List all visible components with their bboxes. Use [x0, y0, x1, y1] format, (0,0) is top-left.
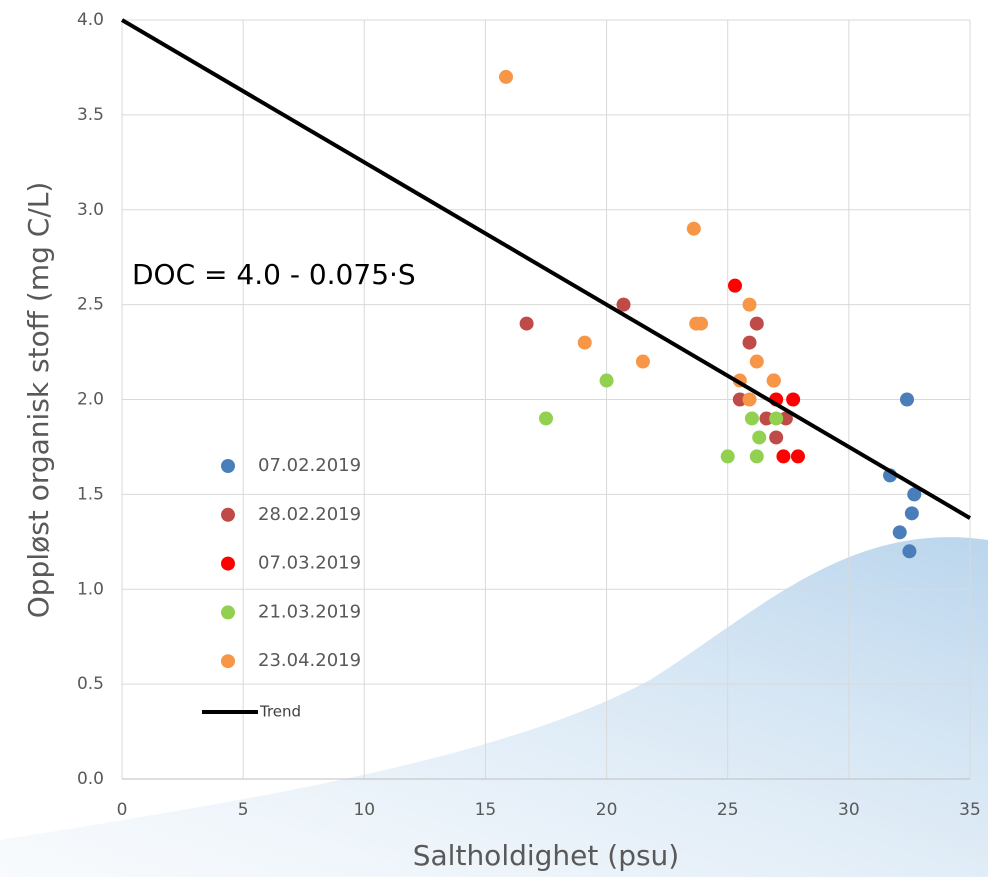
data-point	[599, 373, 614, 388]
x-tick-label: 10	[353, 800, 375, 820]
data-point	[769, 411, 784, 426]
data-point	[577, 335, 592, 350]
data-point	[752, 430, 767, 445]
data-point	[742, 335, 757, 350]
data-point	[904, 506, 919, 521]
data-point	[902, 544, 917, 559]
data-point	[749, 449, 764, 464]
legend-label: 07.02.2019	[258, 455, 361, 476]
legend-marker	[221, 507, 235, 522]
data-point	[776, 449, 791, 464]
data-point	[616, 297, 631, 312]
data-point	[720, 449, 735, 464]
x-tick-label: 25	[717, 800, 739, 820]
data-point	[892, 525, 907, 540]
y-tick-label: 1.0	[77, 579, 104, 599]
x-axis-title: Saltholdighet (psu)	[413, 839, 679, 872]
data-point	[900, 392, 915, 407]
y-tick-label: 2.5	[77, 295, 104, 315]
data-point	[759, 411, 774, 426]
x-tick-label: 5	[238, 800, 249, 820]
x-tick-label: 0	[117, 800, 128, 820]
legend-label: Trend	[259, 703, 301, 721]
y-tick-label: 3.0	[77, 200, 104, 220]
background-wave	[0, 537, 988, 877]
y-tick-label: 3.5	[77, 105, 104, 125]
data-point	[749, 354, 764, 369]
legend-label: 07.03.2019	[258, 553, 361, 574]
data-point	[790, 449, 805, 464]
legend-label: 23.04.2019	[258, 650, 361, 671]
data-point	[778, 411, 793, 426]
x-tick-label: 20	[596, 800, 618, 820]
data-point	[766, 373, 781, 388]
data-point	[769, 430, 784, 445]
y-tick-label: 1.5	[77, 484, 104, 504]
trend-line	[120, 18, 972, 520]
data-point	[727, 278, 742, 293]
legend-label: 21.03.2019	[258, 601, 361, 622]
data-point	[786, 392, 801, 407]
x-tick-label: 15	[475, 800, 497, 820]
data-point	[499, 69, 514, 84]
y-axis-title: Oppløst organisk stoff (mg C/L)	[22, 182, 55, 619]
data-point	[686, 221, 701, 236]
data-point	[742, 297, 757, 312]
y-tick-label: 4.0	[77, 10, 104, 30]
grid	[121, 19, 971, 780]
data-point	[744, 411, 759, 426]
legend-marker	[221, 556, 235, 571]
data-point	[907, 487, 922, 502]
data-point	[539, 411, 553, 426]
legend-label: 28.02.2019	[258, 504, 361, 525]
data-point	[519, 316, 534, 331]
legend-marker	[221, 654, 235, 669]
data-point	[635, 354, 650, 369]
data-point	[732, 392, 747, 407]
y-tick-label: 2.0	[77, 390, 104, 410]
y-tick-label: 0.0	[77, 769, 104, 789]
x-tick-label: 30	[838, 800, 860, 820]
annotation: DOC = 4.0 - 0.075·S	[132, 258, 416, 291]
data-point	[742, 392, 757, 407]
legend-marker	[221, 605, 235, 620]
data-point	[694, 316, 709, 331]
y-tick-label: 0.5	[77, 674, 104, 694]
x-tick-label: 35	[959, 800, 981, 820]
legend-marker	[221, 459, 235, 473]
data-point	[749, 316, 764, 331]
